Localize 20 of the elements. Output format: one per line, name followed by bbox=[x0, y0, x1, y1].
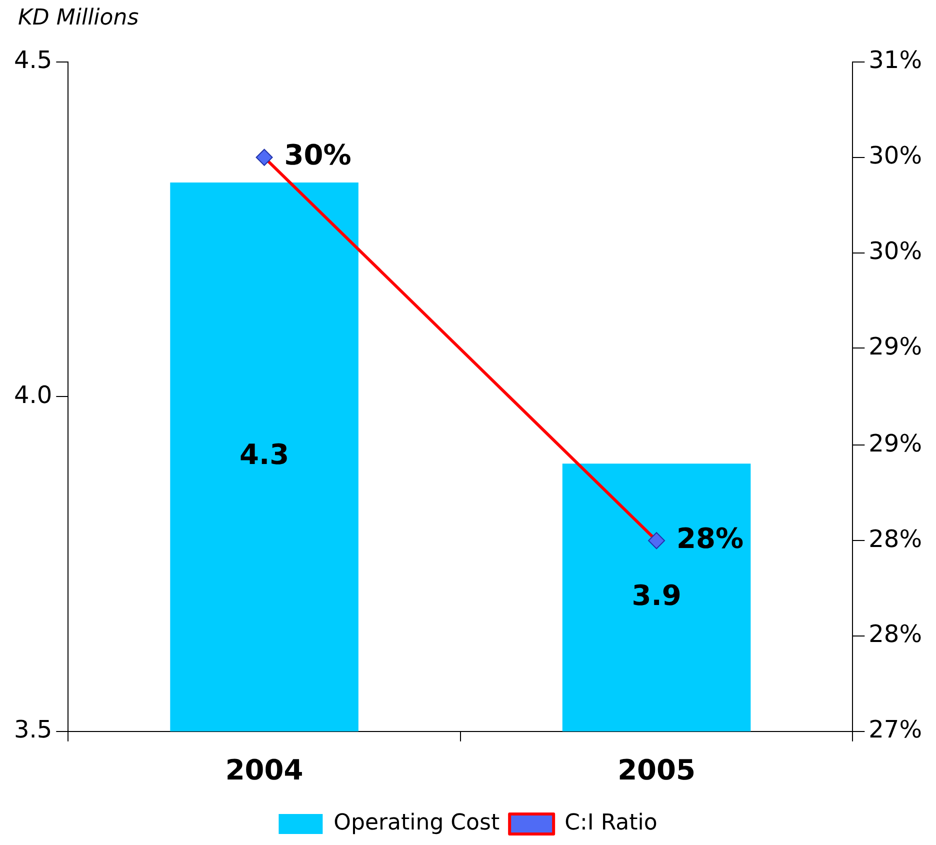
x-tick-label: 2004 bbox=[225, 753, 304, 786]
y2-tick-label: 28% bbox=[868, 524, 922, 553]
y-axis-title: KD Millions bbox=[18, 6, 139, 31]
y2-tick-label: 30% bbox=[868, 237, 922, 266]
x-tick-label: 2005 bbox=[618, 753, 696, 786]
y-tick-label: 4.0 bbox=[14, 380, 52, 409]
y-tick-label: 4.5 bbox=[14, 46, 52, 74]
data-label: 4.3 bbox=[239, 438, 290, 472]
y-tick-label: 3.5 bbox=[14, 716, 52, 744]
y2-tick-label: 31% bbox=[868, 46, 922, 74]
legend-label: Operating Cost bbox=[334, 810, 500, 836]
y2-tick-label: 28% bbox=[868, 620, 922, 648]
y2-tick-label: 30% bbox=[868, 142, 922, 170]
y2-tick-label: 27% bbox=[868, 716, 922, 744]
y2-tick-label: 29% bbox=[868, 332, 922, 360]
y2-tick-label: 29% bbox=[868, 429, 922, 458]
data-label: 3.9 bbox=[632, 578, 682, 612]
data-label: 28% bbox=[676, 522, 744, 555]
legend-label: C:I Ratio bbox=[564, 810, 658, 836]
data-label: 30% bbox=[284, 138, 352, 172]
